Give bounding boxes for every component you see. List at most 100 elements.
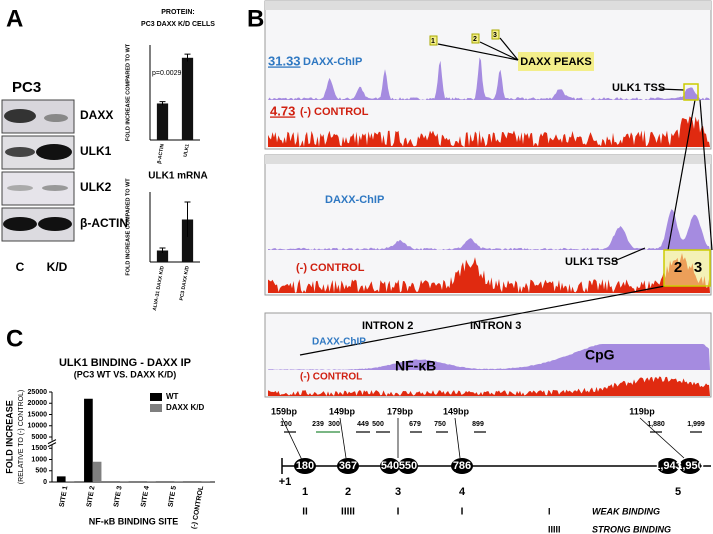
legend-label: STRONG BINDING <box>592 524 671 534</box>
bar <box>92 461 102 482</box>
x-tick-label: PC3 DAXX K/D <box>179 265 191 301</box>
position-label: 300 <box>328 421 340 428</box>
track-label: DAXX-ChIP <box>303 56 362 68</box>
position-label: 750 <box>434 421 446 428</box>
signal-track <box>268 116 710 147</box>
distance-label: 119bp <box>629 406 655 416</box>
annotation: ULK1 TSS <box>565 256 618 268</box>
y-axis-label: FOLD INCREASE COMPARED TO WT <box>125 43 131 141</box>
y-tick-label: 15000 <box>28 411 48 418</box>
binding-mark: IIIII <box>341 507 355 518</box>
position-label: 239 <box>312 421 324 428</box>
node-label: 367 <box>339 460 357 472</box>
binding-mark: II <box>302 507 308 518</box>
site-box: 2 <box>674 259 682 276</box>
track-label: (-) CONTROL <box>300 372 362 383</box>
blot-label: DAXX <box>80 108 113 122</box>
distance-label: 159bp <box>271 406 298 416</box>
x-tick-label: SITE 5 <box>167 485 178 507</box>
bar <box>56 476 66 482</box>
track-scale: 31.33 <box>268 53 301 68</box>
panel-label: B <box>247 5 264 32</box>
legend-swatch <box>150 404 162 412</box>
annotation: CpG <box>585 347 615 363</box>
distance-label: 149bp <box>443 406 470 416</box>
node-label: 180 <box>296 460 314 472</box>
site-number: 2 <box>345 486 351 498</box>
legend-label: WT <box>166 392 179 401</box>
legend-label: WEAK BINDING <box>592 506 660 516</box>
track-label: (-) CONTROL <box>300 106 369 118</box>
bar <box>181 219 194 262</box>
signal-track <box>268 344 710 370</box>
arrows <box>299 37 713 356</box>
y-tick-label: 10000 <box>28 423 48 430</box>
y-tick-label: 0 <box>43 479 47 486</box>
track-label: (-) CONTROL <box>296 262 365 274</box>
legend-label: DAXX K/D <box>166 403 204 412</box>
node-label: +1 <box>279 476 292 488</box>
annotation: NF-κB <box>395 358 436 374</box>
signal-track <box>268 209 710 250</box>
y-tick-label: 25000 <box>28 389 48 396</box>
axis-break <box>48 440 56 445</box>
promoter-diagram <box>281 417 711 474</box>
track-label: DAXX-ChIP <box>325 194 384 206</box>
x-tick-label: SITE 3 <box>113 485 124 507</box>
position-label: 500 <box>372 421 384 428</box>
site-number: 4 <box>459 486 466 498</box>
y-tick-label: 20000 <box>28 400 48 407</box>
position-label: 899 <box>472 421 484 428</box>
site-number: 3 <box>395 486 401 498</box>
position-label: 1,880 <box>647 421 665 428</box>
blot-label: β-ACTIN <box>80 216 128 230</box>
annotation: INTRON 3 <box>470 320 521 332</box>
node-label: 786 <box>453 460 471 472</box>
annotation: DAXX PEAKS <box>520 56 592 68</box>
node-label: 1,943 <box>654 460 682 472</box>
annotation: INTRON 2 <box>362 320 413 332</box>
bar <box>156 250 169 262</box>
blot-label: ULK2 <box>80 180 112 194</box>
highlight-box <box>518 52 594 71</box>
position-label: 449 <box>357 421 369 428</box>
y-axis-sublabel: (RELATIVE TO (-) CONTROL) <box>18 390 25 485</box>
signal-track <box>268 253 710 293</box>
position-label: 1,999 <box>687 421 705 428</box>
peak-label: 1 <box>431 38 435 45</box>
node-label: 550 <box>399 460 417 472</box>
panel-label: C <box>6 325 23 352</box>
axis-break <box>47 439 57 445</box>
x-tick-label: ULK1 <box>183 143 191 157</box>
site-box: 3 <box>694 259 702 276</box>
y-axis-label: FOLD INCREASE <box>4 400 14 474</box>
distance-label: 179bp <box>387 406 414 416</box>
node-label: 540 <box>381 460 399 472</box>
y-tick-label: 5000 <box>31 434 47 441</box>
lane-label: K/D <box>47 260 68 274</box>
track-scale: 4.73 <box>270 103 295 118</box>
genome-browser <box>264 0 712 398</box>
site-number: 5 <box>675 486 681 498</box>
western-blot <box>1 99 75 242</box>
chart-title: ULK1 BINDING - DAXX IP <box>59 357 191 369</box>
cell-line: PC3 <box>12 79 41 96</box>
node-label: 1,950 <box>676 460 704 472</box>
annotation: ULK1 TSS <box>612 82 665 94</box>
y-tick-label: 1500 <box>31 445 47 452</box>
chart-subtitle: PC3 DAXX K/D CELLS <box>141 21 215 28</box>
annotation: p=0.0029 <box>152 70 181 77</box>
position-label: 679 <box>409 421 421 428</box>
x-tick-label: SITE 1 <box>59 485 70 507</box>
chart-title: ULK1 mRNA <box>148 171 207 182</box>
binding-mark: I <box>397 507 400 518</box>
position-label: 100 <box>280 421 292 428</box>
legend-symbol: IIIII <box>548 524 561 534</box>
peak-label: 3 <box>493 32 497 39</box>
y-tick-label: 1000 <box>31 456 47 463</box>
y-axis-label: FOLD INCREASE COMPARED TO WT <box>125 178 131 276</box>
blot-label: ULK1 <box>80 144 112 158</box>
bar <box>181 57 194 140</box>
track-label: DAXX-ChIP <box>312 337 366 348</box>
